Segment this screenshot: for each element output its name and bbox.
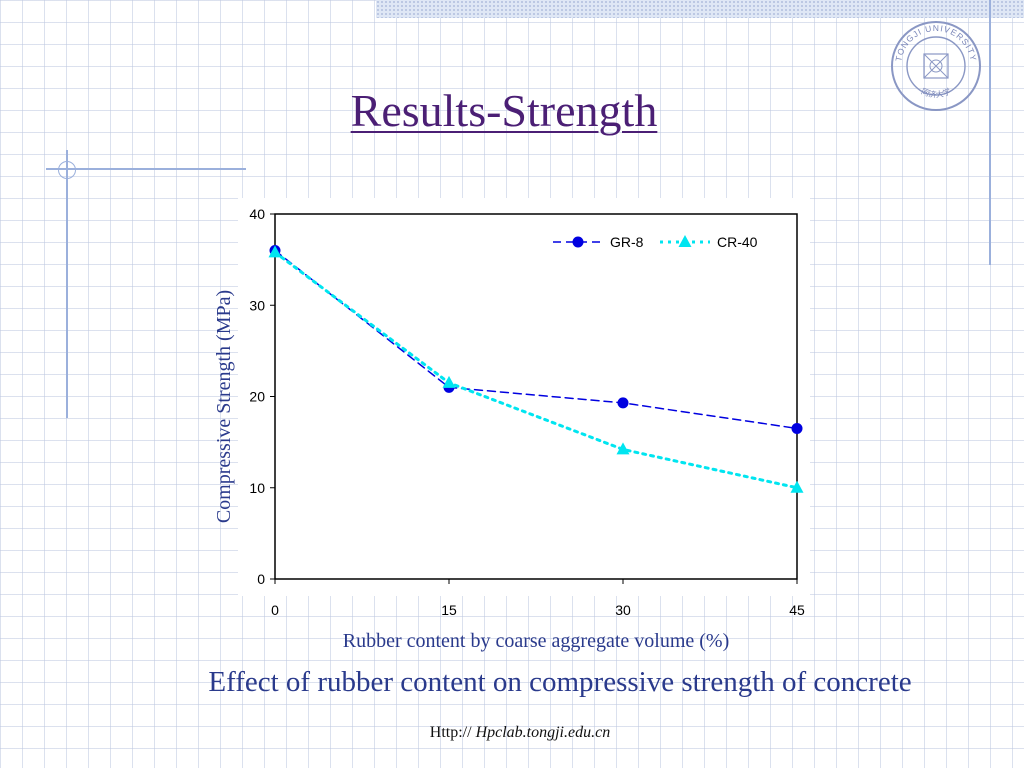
svg-text:同济大学: 同济大学 — [920, 86, 952, 100]
x-tick-label-3: 45 — [789, 602, 805, 618]
slide-title: Results-Strength — [350, 85, 658, 136]
data-point-cr-40-1 — [442, 375, 456, 388]
y-tick-label-1: 10 — [249, 480, 265, 496]
x-tick-label-0: 0 — [271, 602, 279, 618]
x-axis-label: Rubber content by coarse aggregate volum… — [343, 630, 730, 652]
series-line-cr-40 — [273, 250, 799, 490]
y-tick-label-0: 0 — [257, 571, 265, 587]
plot-area — [274, 213, 798, 580]
decorative-horizontal-line — [46, 168, 246, 170]
footer: Http:// Hpclab.tongji.edu.cn — [260, 724, 780, 742]
y-tick-label-4: 40 — [249, 206, 265, 222]
y-tick-label-3: 30 — [249, 297, 265, 313]
data-point-gr-8-2 — [617, 397, 629, 409]
data-point-cr-40-3 — [790, 480, 804, 493]
x-tick-label-2: 30 — [615, 602, 631, 618]
data-point-cr-40-2 — [616, 442, 630, 455]
data-point-gr-8-3 — [791, 422, 803, 434]
legend-label-gr-8: GR-8 — [610, 234, 644, 250]
logo-chinese-text: 同济大学 — [920, 86, 952, 100]
y-axis-label: Compressive Strength (MPa) — [213, 290, 235, 523]
series-line-gr-8 — [274, 249, 798, 430]
decorative-vertical-line — [66, 150, 68, 418]
legend-label-cr-40: CR-40 — [717, 234, 758, 250]
decorative-circle — [58, 161, 76, 179]
footer-url[interactable]: Hpclab.tongji.edu.cn — [475, 724, 611, 741]
legend-marker-cr-40 — [678, 235, 692, 247]
tongji-university-logo: TONGJI UNIVERSITY 同济大学 — [891, 21, 981, 111]
footer-prefix: Http:// — [429, 724, 472, 741]
decorative-right-vertical-line — [989, 0, 991, 265]
legend-marker-gr-8 — [572, 236, 584, 248]
y-tick-label-2: 20 — [249, 389, 265, 405]
slide-caption: Effect of rubber content on compressive … — [208, 666, 912, 698]
x-tick-label-1: 15 — [441, 602, 457, 618]
data-point-cr-40-0 — [268, 245, 282, 258]
top-decorative-band — [376, 0, 1024, 18]
